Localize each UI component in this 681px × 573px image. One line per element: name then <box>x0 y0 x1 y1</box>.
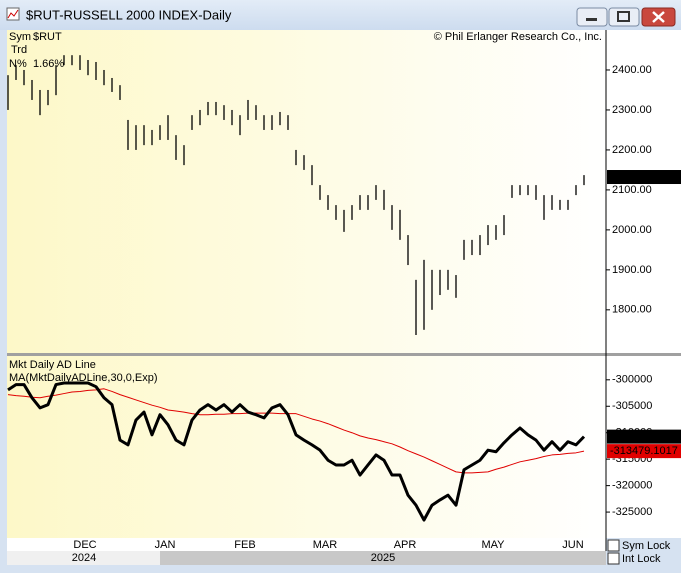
sym-lock-checkbox[interactable] <box>607 539 620 552</box>
x-tick-label: JAN <box>155 539 176 551</box>
copyright: © Phil Erlanger Research Co., Inc. <box>434 31 602 43</box>
last-value-box <box>607 429 681 444</box>
close-icon <box>652 11 665 23</box>
y-tick-label: 2100.00 <box>612 184 652 196</box>
x-tick-label: FEB <box>234 539 255 551</box>
ad-plot <box>7 356 606 538</box>
x-tick-label: MAY <box>481 539 505 551</box>
maximize-icon <box>617 11 630 22</box>
legend-entry: Mkt Daily AD Line <box>9 359 96 371</box>
ma-line <box>7 388 585 474</box>
last-value-label: -310741 <box>610 431 650 443</box>
legend-text: Sym <box>9 31 31 43</box>
year-label: 2024 <box>72 552 96 564</box>
app-icon-line <box>7 9 19 19</box>
x-tick-label: JUN <box>562 539 583 551</box>
y-tick-label: -305000 <box>612 400 652 412</box>
legend-text: 1.66% <box>33 58 64 70</box>
checkbox-label: Sym Lock <box>622 540 671 552</box>
year-label: 2025 <box>371 552 395 564</box>
year-band-2025 <box>160 551 606 565</box>
y-tick-label: -325000 <box>612 506 652 518</box>
x-tick-label: MAR <box>313 539 338 551</box>
maximize-button[interactable] <box>608 7 640 27</box>
int-lock-checkbox[interactable] <box>607 552 620 565</box>
last-value-label: -313479.1017 <box>610 445 678 457</box>
legend-text: N% <box>9 58 27 70</box>
minimize-button[interactable] <box>576 7 608 27</box>
last-value-label: 2132.25 <box>610 171 650 183</box>
y-tick-label: 1800.00 <box>612 304 652 316</box>
minimize-icon <box>586 18 597 21</box>
legend-text: Trd <box>11 44 27 56</box>
y-tick-label: 1900.00 <box>612 264 652 276</box>
y-tick-label: 2300.00 <box>612 104 652 116</box>
year-band-2024 <box>7 551 160 565</box>
last-value-box <box>607 170 681 185</box>
x-tick-label: APR <box>394 539 417 551</box>
panel-divider <box>7 353 681 356</box>
y-tick-label: -320000 <box>612 480 652 492</box>
price-plot <box>7 30 606 353</box>
y-tick-label: 2400.00 <box>612 64 652 76</box>
last-value-box <box>607 444 681 459</box>
y-tick-label: -300000 <box>612 374 652 386</box>
date-axis <box>7 538 606 551</box>
checkbox-label: Int Lock <box>622 553 661 565</box>
window-title: $RUT-RUSSELL 2000 INDEX-Daily <box>26 7 232 22</box>
x-tick-label: DEC <box>73 539 96 551</box>
title-bar <box>0 0 681 30</box>
y-tick-label: 2200.00 <box>612 144 652 156</box>
legend-text: $RUT <box>33 31 62 43</box>
y-tick-label: 2000.00 <box>612 224 652 236</box>
app-icon <box>6 7 20 21</box>
ad-line <box>7 381 586 522</box>
legend-entry: MA(MktDailyADLine,30,0,Exp) <box>9 372 158 384</box>
price-axis <box>606 30 681 353</box>
